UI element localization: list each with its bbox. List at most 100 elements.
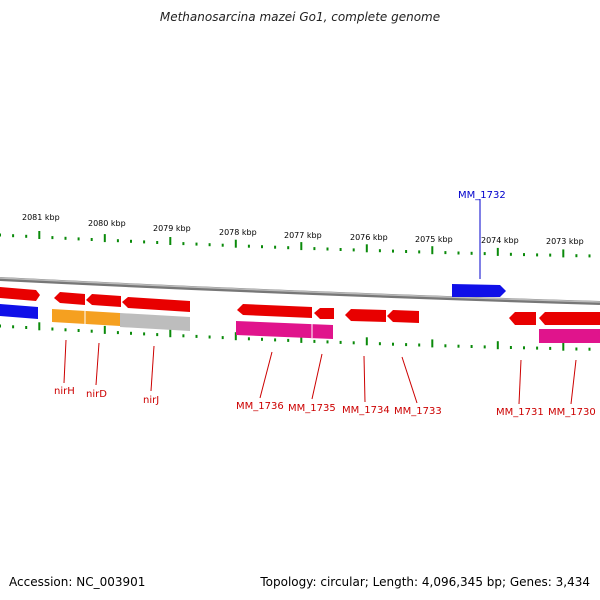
genome-backbone [0,277,600,305]
ruler-label-2080: 2080 kbp [88,219,126,228]
leader-line-nirH [63,339,67,384]
gene-arrow-nirD[interactable] [86,294,121,307]
reverse-genes [0,284,506,319]
ruler-label-2077: 2077 kbp [284,231,322,240]
leader-line-nirD [95,342,100,386]
ruler-major-tick [38,322,41,331]
ruler-minor-tick [195,334,198,338]
ruler-major-tick [496,247,499,256]
gene-label-nirD[interactable]: nirD [86,389,107,400]
feature-bar-magenta[interactable] [236,321,333,339]
ruler-minor-tick [549,253,552,257]
gene-arrow-MM_1736[interactable] [237,304,312,318]
ruler-label-2081: 2081 kbp [22,213,60,222]
ruler-minor-tick [130,239,132,243]
gene-label-MM_1732[interactable]: MM_1732 [458,190,506,201]
ruler-minor-tick [457,344,460,348]
ruler-minor-tick [156,241,159,244]
feature-bars [52,309,600,343]
ruler-minor-tick [25,234,28,238]
ruler-minor-tick [523,346,525,350]
ruler-minor-tick [470,251,473,255]
gene-arrow-MM_1733[interactable] [387,310,419,323]
ruler-label-2079: 2079 kbp [153,224,191,233]
ruler-minor-tick [182,242,185,246]
feature-bar-magenta[interactable] [539,329,600,343]
ruler-major-tick [496,341,499,350]
ruler-minor-tick [444,251,447,255]
gene-label-MM_1731[interactable]: MM_1731 [496,407,544,418]
ruler-minor-tick [90,238,93,241]
ruler-label-2073: 2073 kbp [546,237,584,246]
ruler-minor-tick [208,335,211,339]
gene-label-nirH[interactable]: nirH [54,386,75,397]
ruler-major-tick [169,329,172,338]
ruler-minor-tick [261,245,263,249]
leader-line-MM_1731 [518,359,522,405]
ruler-minor-tick [287,338,290,342]
ruler-minor-tick [339,248,342,251]
gene-arrow-MM_1735[interactable] [314,308,334,319]
ruler-minor-tick [64,236,67,240]
gene-arrow-MM_1732[interactable] [452,284,506,297]
gene-label-MM_1733[interactable]: MM_1733 [394,406,442,417]
gene-arrow-MM_1730[interactable] [539,312,600,325]
ruler-minor-tick [378,342,381,346]
gene-label-MM_1734[interactable]: MM_1734 [342,405,390,416]
ruler-minor-tick [77,329,80,332]
ruler-minor-tick [405,250,408,253]
ruler-ticks-top [0,231,591,258]
ruler-minor-tick [588,347,591,351]
leader-line-nirJ [150,345,155,392]
ruler-minor-tick [536,346,539,350]
leader-lines [63,199,577,405]
ruler-minor-tick [339,340,342,344]
ruler-major-tick [234,332,237,341]
genome-summary-text: Topology: circular; Length: 4,096,345 bp… [260,575,590,589]
ruler-ticks-bottom [0,322,591,351]
ruler-major-tick [431,246,434,255]
ruler-minor-tick [378,249,381,253]
ruler-label-2074: 2074 kbp [481,236,519,245]
ruler-label-2075: 2075 kbp [415,235,453,244]
ruler-minor-tick [274,245,277,249]
ruler-minor-tick [287,246,290,250]
ruler-minor-tick [116,239,119,243]
gene-label-MM_1736[interactable]: MM_1736 [236,401,284,412]
ruler-minor-tick [247,337,250,341]
gene-arrow-nirH[interactable] [54,292,85,305]
gene-arrow[interactable] [0,287,40,301]
ruler-minor-tick [208,243,211,247]
ruler-minor-tick [326,340,329,344]
gene-label-MM_1730[interactable]: MM_1730 [548,407,596,418]
ruler-minor-tick [77,237,80,241]
leader-line-MM_1736 [259,351,273,399]
ruler-major-tick [103,325,106,334]
gene-label-MM_1735[interactable]: MM_1735 [288,403,336,414]
ruler-major-tick [103,234,106,243]
gene-arrow-MM_1731[interactable] [509,312,536,325]
feature-bar-orange[interactable] [52,309,120,326]
ruler-minor-tick [313,247,316,251]
ruler-minor-tick [483,252,486,256]
gene-arrow-MM_1734[interactable] [345,309,386,322]
gene-arrow-nirJ[interactable] [122,297,190,312]
ruler-major-tick [365,337,368,346]
gene-arrow[interactable] [0,304,38,319]
ruler-major-tick [38,231,41,239]
ruler-minor-tick [143,332,146,336]
ruler-minor-tick [326,247,329,251]
ruler-minor-tick [483,345,486,349]
feature-bar-gray[interactable] [120,313,190,331]
gene-label-nirJ[interactable]: nirJ [143,395,159,406]
ruler-minor-tick [12,234,15,238]
ruler-minor-tick [352,248,355,252]
ruler-minor-tick [116,331,119,335]
genome-title: Methanosarcina mazei Go1, complete genom… [159,10,441,24]
leader-line-MM_1734 [363,355,366,403]
ruler-minor-tick [221,336,224,340]
ruler-minor-tick [457,251,460,255]
ruler-minor-tick [392,249,394,253]
ruler-major-tick [562,342,565,351]
ruler-minor-tick [51,327,54,331]
